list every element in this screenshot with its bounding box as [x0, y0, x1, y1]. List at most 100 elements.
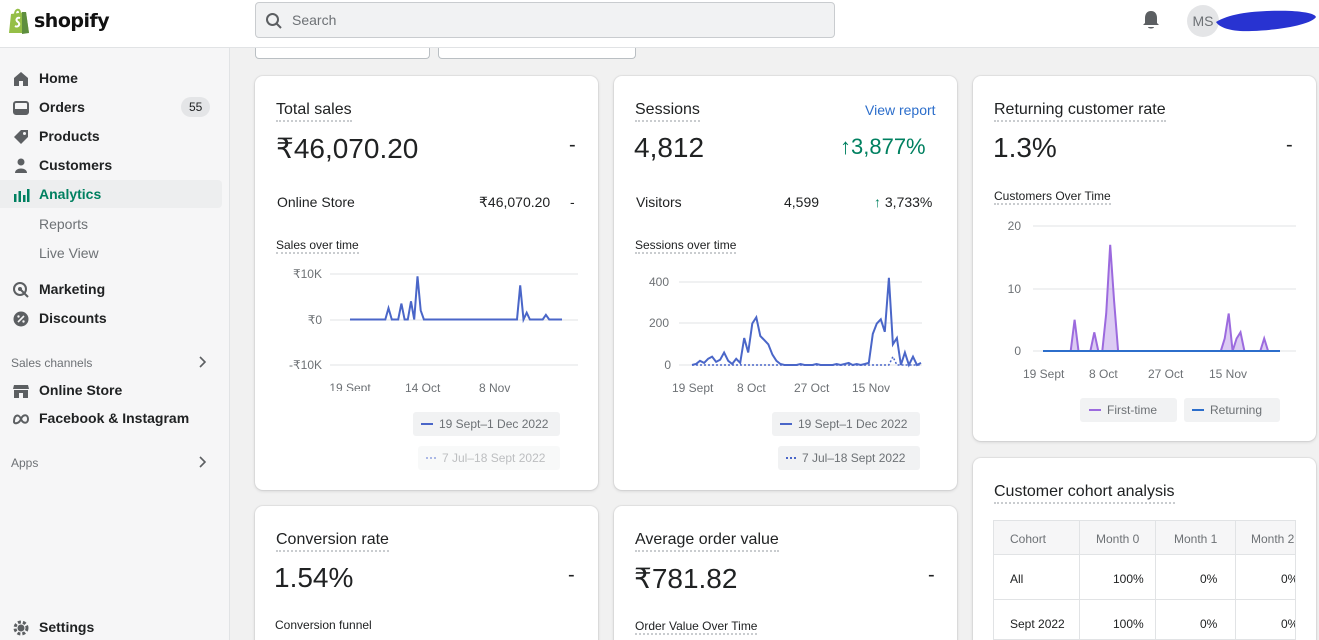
returning-rate-change: -	[1286, 134, 1293, 156]
average-order-value-card: Average order value ₹781.82 - Order Valu…	[614, 506, 957, 640]
sidebar-item-label: Products	[39, 128, 100, 144]
date-range-button[interactable]	[255, 48, 430, 59]
cohort-table-header	[994, 521, 1295, 555]
x-tick-label: 8 Nov	[479, 381, 511, 395]
notification-bell-icon[interactable]	[1142, 10, 1160, 30]
x-tick-label: 19 Sept	[1023, 367, 1065, 381]
legend-current-period[interactable]: 19 Sept–1 Dec 2022	[772, 412, 920, 436]
cohort-cell: 100%	[1113, 572, 1144, 586]
sales-chart-title[interactable]: Sales over time	[276, 238, 359, 254]
sidebar-subitem-live-view[interactable]: Live View	[39, 245, 99, 261]
brand-name: shopify	[34, 10, 110, 32]
cohort-cell: 0%	[1281, 617, 1295, 631]
cohort-header-cell: Cohort	[1010, 532, 1047, 546]
sidebar-item-facebook-instagram[interactable]: Facebook & Instagram	[0, 404, 222, 432]
sidebar-item-analytics[interactable]: Analytics	[0, 180, 222, 208]
legend-previous-period[interactable]: 7 Jul–18 Sept 2022	[418, 446, 560, 470]
apps-heading: Apps	[11, 456, 39, 470]
returning-customer-card: Returning customer rate 1.3% - Customers…	[973, 76, 1316, 441]
sidebar-item-products[interactable]: Products	[0, 122, 222, 150]
online-store-value: ₹46,070.20	[479, 194, 551, 210]
conversion-rate-title[interactable]: Conversion rate	[276, 531, 389, 552]
person-icon	[15, 158, 27, 173]
cohort-cell: 0%	[1281, 572, 1295, 586]
chevron-right-icon[interactable]	[197, 456, 207, 468]
y-tick-label: -₹10K	[289, 358, 322, 372]
sidebar-subitem-reports[interactable]: Reports	[39, 216, 89, 232]
customers-over-time-chart: 20 10 0	[1008, 219, 1296, 358]
visitors-label: Visitors	[636, 194, 682, 210]
shopify-bag-icon	[9, 8, 29, 34]
analytics-icon	[14, 189, 30, 202]
search-bar[interactable]	[255, 2, 835, 38]
cohort-header-cell: Month 1	[1174, 532, 1218, 546]
legend-label: 19 Sept–1 Dec 2022	[439, 417, 549, 431]
sessions-chart-title[interactable]: Sessions over time	[635, 238, 737, 254]
legend-previous-period[interactable]: 7 Jul–18 Sept 2022	[778, 446, 920, 470]
shopify-logo[interactable]: shopify	[7, 7, 110, 35]
cohort-header-cell: Month 2	[1251, 532, 1295, 546]
total-sales-title[interactable]: Total sales	[276, 101, 352, 122]
sidebar-item-discounts[interactable]: Discounts	[0, 304, 222, 332]
legend-first-time[interactable]: First-time	[1080, 398, 1177, 422]
sidebar-item-customers[interactable]: Customers	[0, 151, 222, 179]
series-area-first-time	[1043, 244, 1280, 351]
visitors-change-value: 3,733%	[884, 194, 933, 210]
x-tick-label: 15 Nov	[1209, 367, 1248, 381]
sidebar-item-settings[interactable]: Settings	[0, 613, 222, 640]
y-tick-label: ₹0	[308, 313, 323, 327]
legend-line-icon	[1089, 409, 1101, 411]
y-tick-label: 0	[664, 358, 671, 371]
returning-rate-title[interactable]: Returning customer rate	[994, 101, 1166, 122]
sidebar-item-orders[interactable]: Orders 55	[0, 93, 222, 121]
visitors-change: ↑ 3,733%	[874, 194, 932, 210]
sidebar-item-online-store[interactable]: Online Store	[0, 376, 222, 404]
cohort-cell: 100%	[1113, 617, 1144, 631]
x-tick-label: 19 Sept	[672, 381, 714, 395]
redaction-scribble	[1216, 10, 1316, 32]
discount-icon	[13, 311, 29, 327]
view-report-link[interactable]: View report	[865, 102, 936, 118]
comparison-button[interactable]	[438, 48, 636, 59]
sidebar-item-label: Customers	[39, 157, 113, 173]
sessions-title[interactable]: Sessions	[635, 101, 700, 122]
legend-line-icon	[421, 423, 433, 425]
x-tick-label: 27 Oct	[794, 381, 830, 395]
conversion-rate-value: 1.54%	[274, 562, 354, 593]
meta-icon	[12, 414, 30, 425]
tag-icon	[14, 130, 28, 144]
sidebar: Home Orders 55 Products Customers Analyt…	[0, 48, 230, 640]
user-avatar[interactable]: MS	[1187, 5, 1219, 37]
chevron-right-icon[interactable]	[197, 356, 207, 368]
series-line-current	[350, 276, 562, 324]
legend-current-period[interactable]: 19 Sept–1 Dec 2022	[413, 412, 560, 436]
customers-chart-title[interactable]: Customers Over Time	[994, 189, 1111, 205]
legend-label: 19 Sept–1 Dec 2022	[798, 417, 908, 431]
sessions-card: Sessions View report 4,812 ↑3,877% Visit…	[614, 76, 957, 490]
legend-line-icon	[1192, 409, 1204, 411]
aov-value: ₹781.82	[634, 563, 738, 594]
aov-title[interactable]: Average order value	[635, 531, 779, 552]
online-store-label: Online Store	[277, 194, 355, 210]
conversion-funnel-title: Conversion funnel	[275, 618, 372, 632]
aov-change: -	[928, 564, 935, 586]
cohort-row-label: Sept 2022	[1010, 617, 1065, 631]
sidebar-item-home[interactable]: Home	[0, 64, 222, 92]
series-line-current	[691, 277, 922, 368]
y-tick-label: 10	[1008, 282, 1022, 296]
cohort-table: Cohort Month 0 Month 1 Month 2 All 100% …	[993, 520, 1296, 640]
total-sales-value: ₹46,070.20	[276, 133, 419, 164]
y-tick-label: 400	[649, 275, 669, 289]
sidebar-item-label: Settings	[39, 619, 95, 635]
cohort-row-label: All	[1010, 572, 1024, 586]
legend-returning[interactable]: Returning	[1184, 398, 1280, 422]
search-input[interactable]	[292, 3, 812, 37]
sidebar-item-marketing[interactable]: Marketing	[0, 275, 222, 303]
legend-label: 7 Jul–18 Sept 2022	[802, 451, 906, 465]
up-arrow-icon: ↑	[874, 194, 881, 210]
home-icon	[14, 72, 28, 86]
cohort-title[interactable]: Customer cohort analysis	[994, 483, 1175, 504]
order-value-chart-title[interactable]: Order Value Over Time	[635, 619, 758, 635]
orders-icon	[13, 101, 29, 115]
y-tick-label: 0	[1014, 344, 1021, 358]
